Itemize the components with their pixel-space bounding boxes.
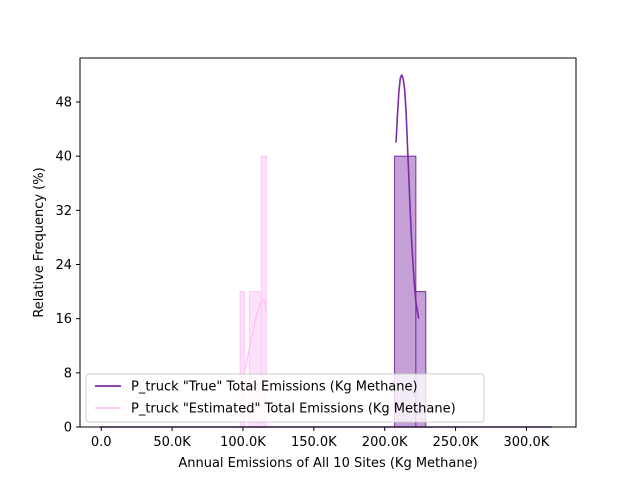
kde-lines bbox=[240, 74, 420, 394]
legend-label-true: P_truck "True" Total Emissions (Kg Metha… bbox=[131, 380, 418, 395]
y-tick-label: 40 bbox=[55, 150, 72, 165]
x-tick-label: 50.0K bbox=[153, 435, 191, 450]
y-tick-label: 0 bbox=[64, 421, 72, 436]
x-axis-ticks: 0.0 50.0K 100.0K 150.0K 200.0K 250.0K 300.0K bbox=[91, 427, 550, 450]
y-tick-label: 16 bbox=[55, 312, 72, 327]
plot-frame bbox=[79, 57, 577, 428]
x-tick-label: 300.0K bbox=[504, 435, 550, 450]
legend-box bbox=[85, 373, 485, 423]
legend-label-estimated: P_truck "Estimated" Total Emissions (Kg … bbox=[131, 402, 456, 417]
kde-line-true bbox=[395, 74, 420, 319]
x-tick-label: 250.0K bbox=[433, 435, 479, 450]
kde-line-estimated bbox=[240, 298, 268, 394]
y-axis-ticks: 0 8 16 24 32 40 48 bbox=[55, 96, 80, 436]
y-tick-label: 32 bbox=[55, 204, 72, 219]
y-tick-label: 48 bbox=[55, 96, 72, 111]
legend: P_truck "True" Total Emissions (Kg Metha… bbox=[85, 373, 485, 423]
y-axis-label: Relative Frequency (%) bbox=[32, 167, 47, 317]
x-tick-label: 0.0 bbox=[91, 435, 112, 450]
y-tick-label: 24 bbox=[55, 258, 72, 273]
x-tick-label: 150.0K bbox=[291, 435, 337, 450]
y-tick-label: 8 bbox=[64, 366, 72, 381]
x-tick-label: 100.0K bbox=[220, 435, 266, 450]
x-axis-label: Annual Emissions of All 10 Sites (Kg Met… bbox=[178, 456, 477, 471]
x-tick-label: 200.0K bbox=[362, 435, 408, 450]
